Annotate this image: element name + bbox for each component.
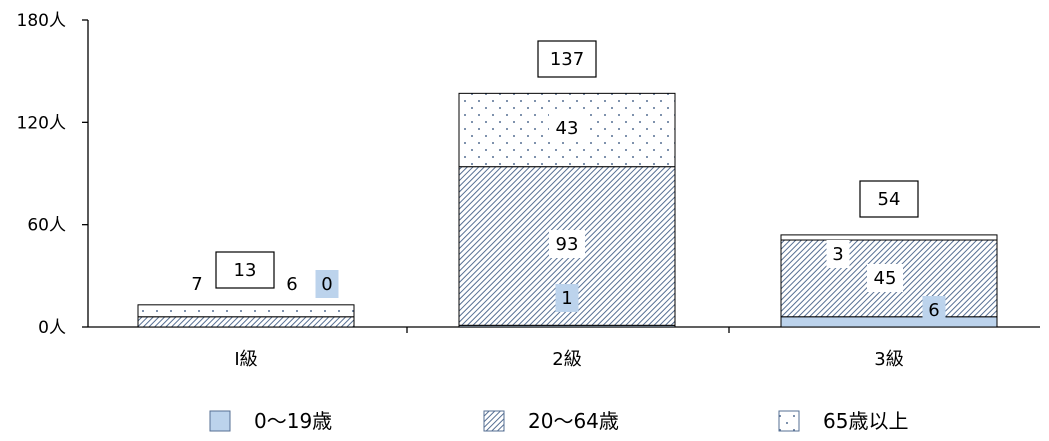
data-label-text: 13 — [234, 260, 257, 281]
bar-segment — [780, 234, 998, 241]
legend-item: 65歳以上 — [778, 409, 908, 433]
data-label-text: 93 — [556, 234, 579, 255]
data-label: 0 — [315, 270, 339, 298]
legend-item: 0～19歳 — [209, 409, 332, 433]
legend-label: 20～64歳 — [528, 409, 619, 433]
bar-segment — [780, 316, 998, 328]
bar-segment — [137, 304, 355, 318]
data-label-text: 45 — [874, 268, 897, 289]
data-label: 6 — [922, 296, 946, 324]
data-label-text: 6 — [928, 300, 939, 321]
data-label: 43 — [549, 114, 585, 142]
legend-swatch — [778, 410, 800, 432]
data-label: 7 — [185, 270, 209, 298]
data-labels: 7 13 6 0 43 93 1 137 3 45 6 54 — [185, 40, 946, 324]
data-label: 137 — [537, 40, 597, 78]
legend-label: 65歳以上 — [823, 409, 908, 433]
x-tick-label: 2級 — [552, 349, 581, 370]
data-label-text: 7 — [191, 274, 202, 295]
data-label: 45 — [867, 264, 903, 292]
legend-label: 0～19歳 — [254, 409, 332, 433]
x-tick-label: Ⅰ級 — [234, 349, 257, 370]
y-tick-label: 0人 — [38, 318, 66, 338]
data-label: 13 — [215, 251, 275, 289]
data-label: 3 — [826, 240, 850, 268]
data-label: 1 — [555, 284, 579, 312]
bar-segment — [137, 316, 355, 328]
y-tick-label: 180人 — [17, 11, 66, 31]
data-label-text: 43 — [556, 118, 579, 139]
legend-swatch — [483, 410, 505, 432]
legend-swatch — [209, 410, 231, 432]
legend-item: 20～64歳 — [483, 409, 619, 433]
data-label-text: 3 — [832, 244, 843, 265]
x-tick-label: 3級 — [874, 349, 903, 370]
legend: 0～19歳 20～64歳 65歳以上 — [209, 409, 908, 433]
data-label-text: 1 — [561, 288, 572, 309]
data-label-text: 54 — [878, 189, 901, 210]
data-label-text: 0 — [321, 274, 332, 295]
data-label: 54 — [859, 180, 919, 218]
data-label-text: 6 — [286, 274, 297, 295]
data-label: 93 — [549, 230, 585, 258]
data-label: 6 — [280, 270, 304, 298]
y-tick-label: 120人 — [17, 113, 66, 133]
y-tick-label: 60人 — [27, 216, 66, 236]
data-label-text: 137 — [550, 49, 584, 70]
